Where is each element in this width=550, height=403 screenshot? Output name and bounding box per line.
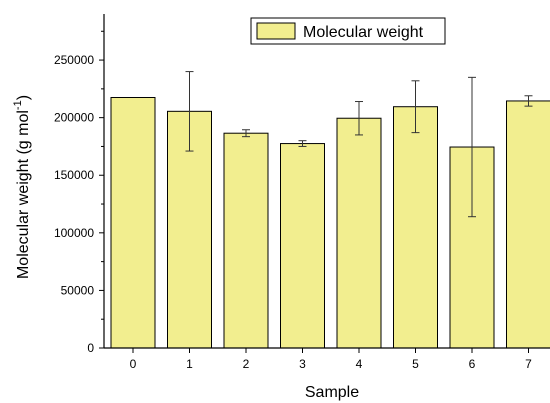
error-bar-sample-5 <box>411 80 420 134</box>
bar-sample-4 <box>336 117 382 349</box>
x-tick-label: 2 <box>243 357 250 371</box>
y-axis-title-main: Molecular weight (g mol <box>15 110 32 279</box>
error-bar-sample-3 <box>298 140 307 147</box>
x-tick-label: 4 <box>356 357 363 371</box>
bar-sample-3 <box>280 143 325 349</box>
y-tick-label: 150000 <box>54 168 94 182</box>
plot-area <box>110 71 550 349</box>
y-ticks: 0 50000 100000 150000 200000 250000 <box>54 30 104 355</box>
legend-swatch <box>256 22 296 40</box>
x-ticks: 0 1 2 3 4 5 6 7 <box>130 348 532 371</box>
y-tick-label: 50000 <box>61 283 95 297</box>
error-bar-sample-6 <box>468 76 476 218</box>
y-tick-label: 0 <box>87 341 94 355</box>
x-tick-label: 7 <box>525 357 532 371</box>
y-axis-title-close: ) <box>15 95 32 100</box>
bar-sample-0 <box>110 97 156 349</box>
y-tick-label: 200000 <box>54 111 94 125</box>
bar-sample-5 <box>393 106 438 349</box>
error-bar-sample-2 <box>242 129 250 138</box>
y-tick-label: 100000 <box>54 226 94 240</box>
bar-sample-2 <box>223 132 269 349</box>
x-tick-label: 3 <box>299 357 306 371</box>
error-bar-sample-1 <box>185 71 194 152</box>
x-axis-title: Sample <box>305 384 359 401</box>
bar-sample-7 <box>506 100 550 349</box>
error-bar-sample-4 <box>355 101 363 136</box>
y-axis-title: Molecular weight (g mol-1) <box>12 95 32 279</box>
x-tick-label: 5 <box>412 357 419 371</box>
error-bar-sample-7 <box>524 95 533 107</box>
x-tick-label: 6 <box>469 357 476 371</box>
x-tick-label: 0 <box>130 357 137 371</box>
legend-label: Molecular weight <box>303 24 424 41</box>
y-tick-label: 250000 <box>54 53 94 67</box>
legend: Molecular weight <box>250 17 446 45</box>
y-axis-title-superscript: -1 <box>12 100 24 110</box>
x-tick-label: 1 <box>186 357 193 371</box>
